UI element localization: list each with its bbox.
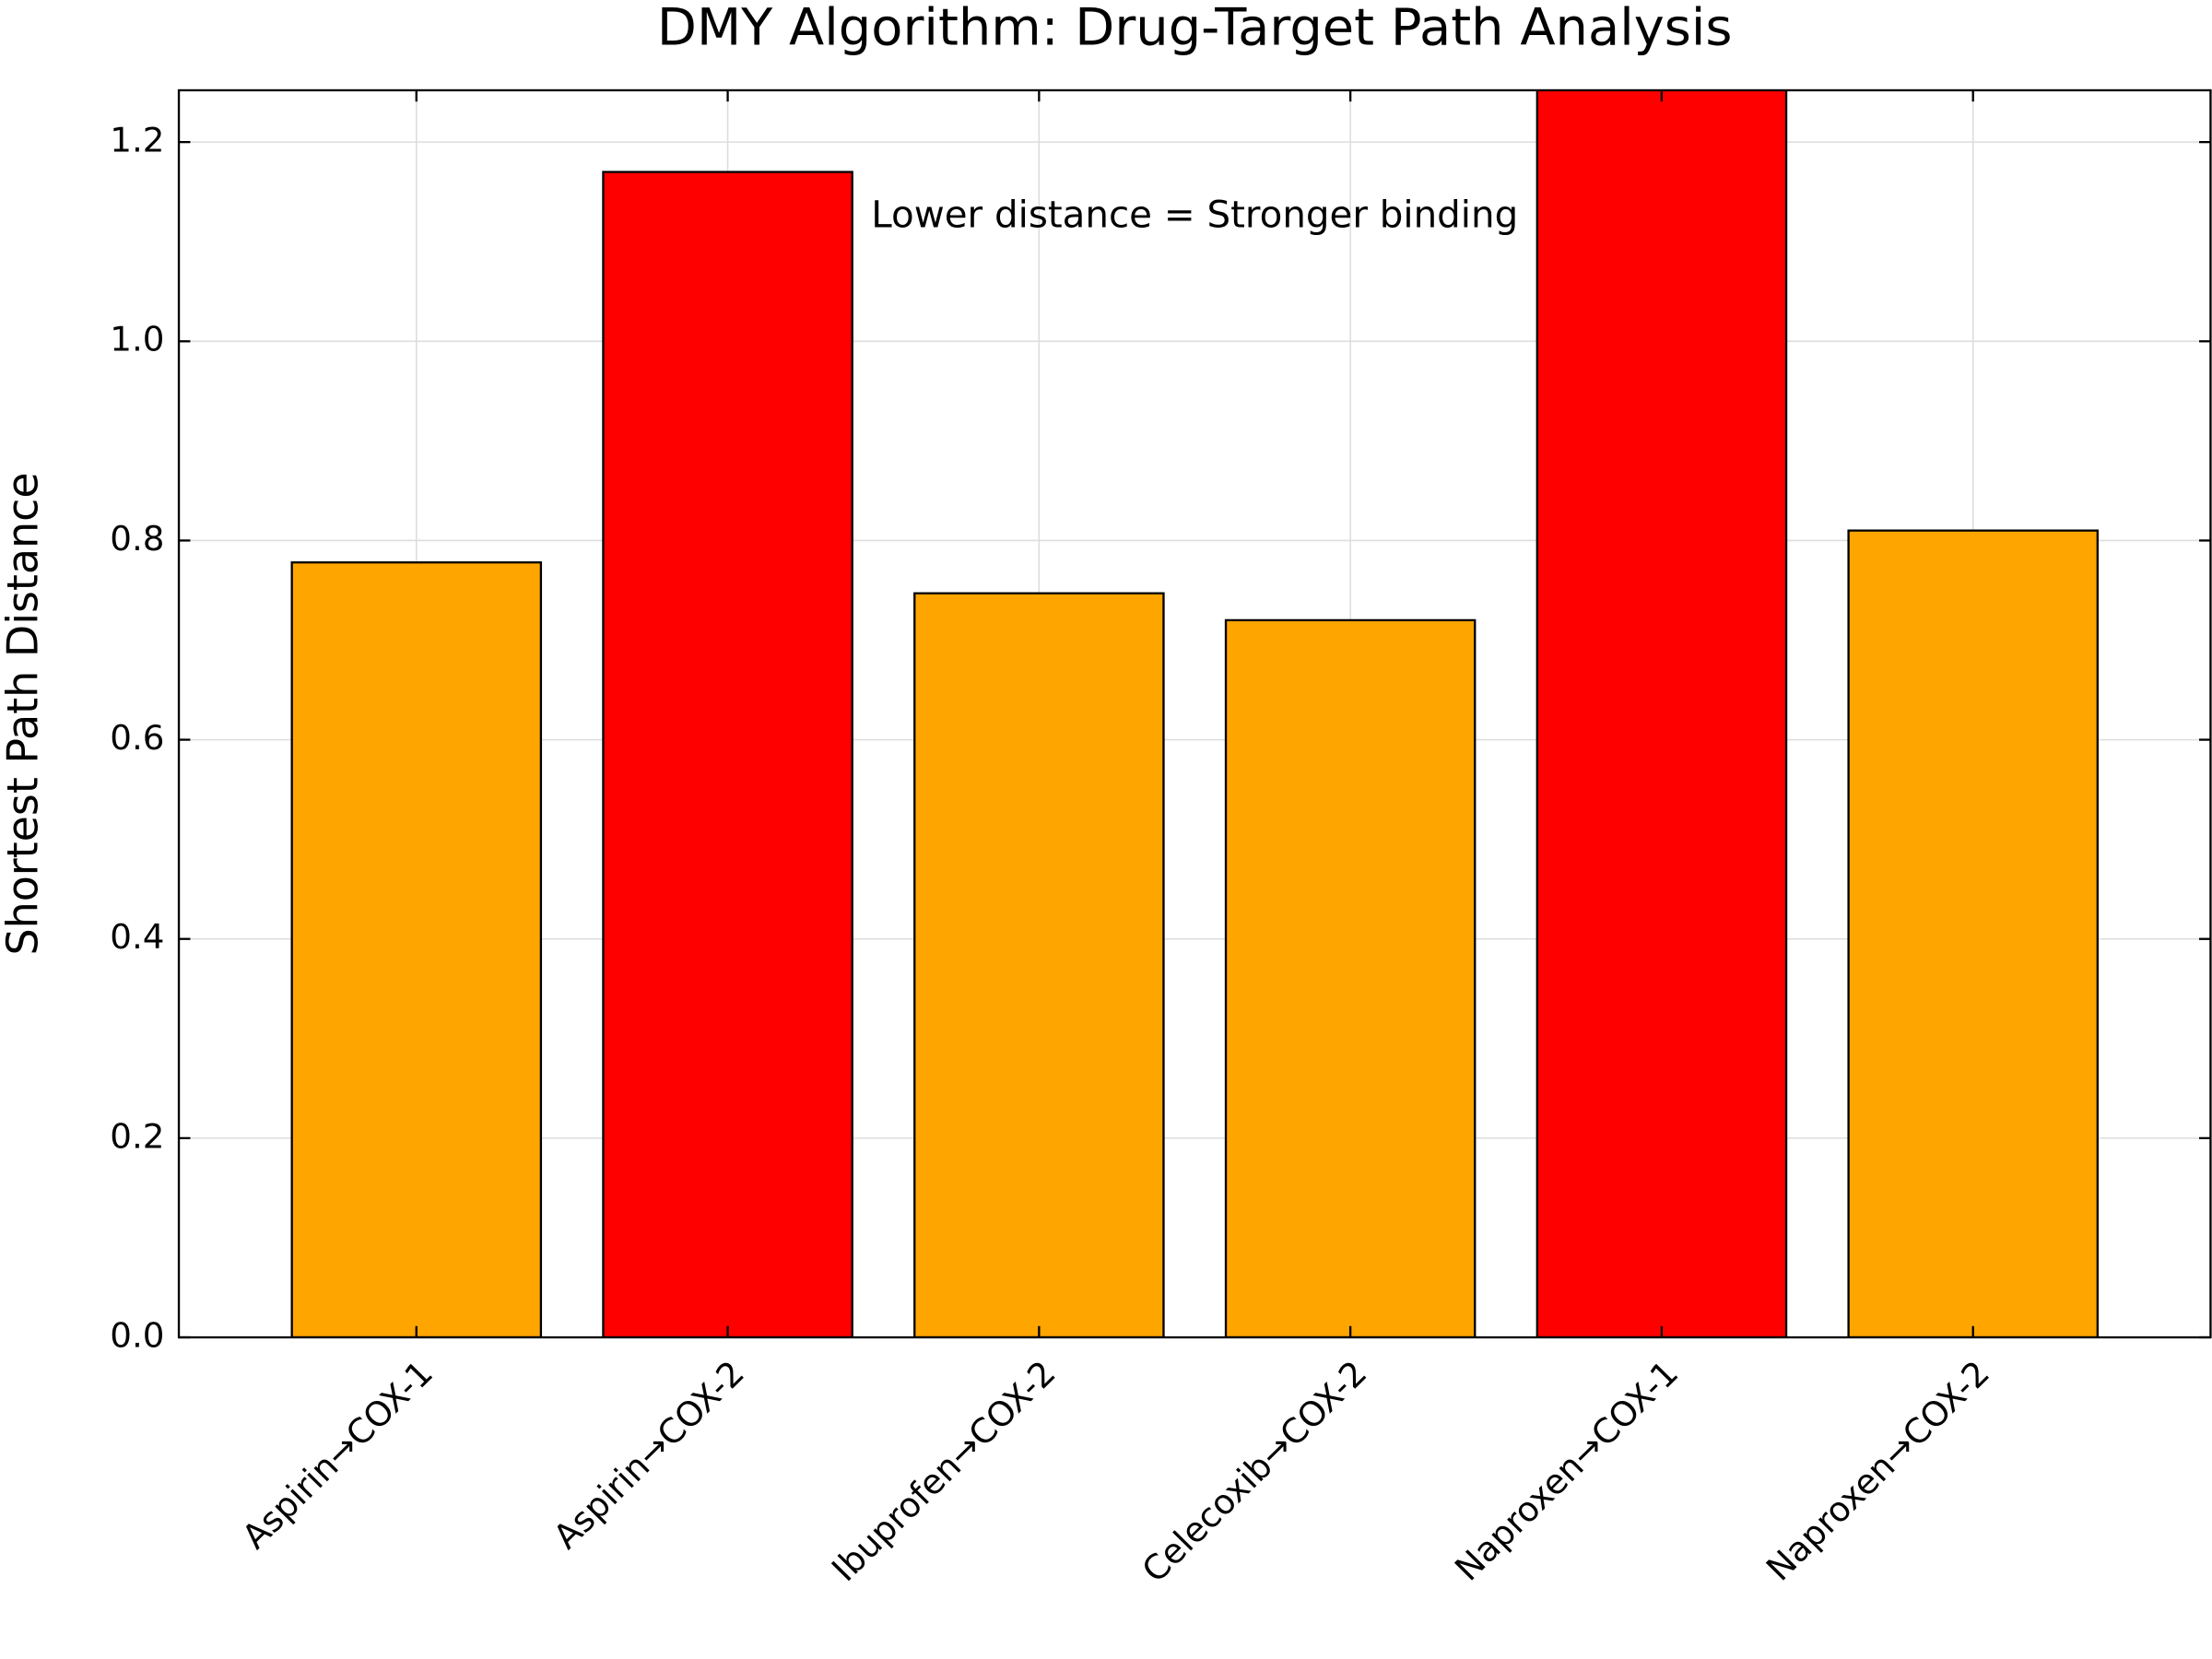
chart-title: DMY Algorithm: Drug-Target Path Analysis [657, 0, 1733, 58]
plot-frame [177, 88, 2212, 1339]
bar [1847, 529, 2099, 1338]
bar [602, 171, 853, 1338]
y-tick-label: 0.0 [110, 1316, 164, 1356]
bars [290, 89, 2099, 1338]
y-tick-label: 1.2 [110, 121, 164, 160]
annotation: Lower distance = Stronger binding [871, 194, 1518, 237]
bar [913, 592, 1165, 1338]
y-tick-label: 0.8 [110, 519, 164, 559]
bar [290, 561, 543, 1338]
y-axis-label: Shortest Path Distance [0, 472, 48, 955]
y-tick-label: 1.0 [110, 320, 164, 359]
y-tick-label: 0.6 [110, 718, 164, 758]
bar [1535, 89, 1788, 1338]
bar [1224, 618, 1477, 1338]
y-tick-label: 0.2 [110, 1117, 164, 1157]
y-tick-label: 0.4 [110, 917, 164, 957]
